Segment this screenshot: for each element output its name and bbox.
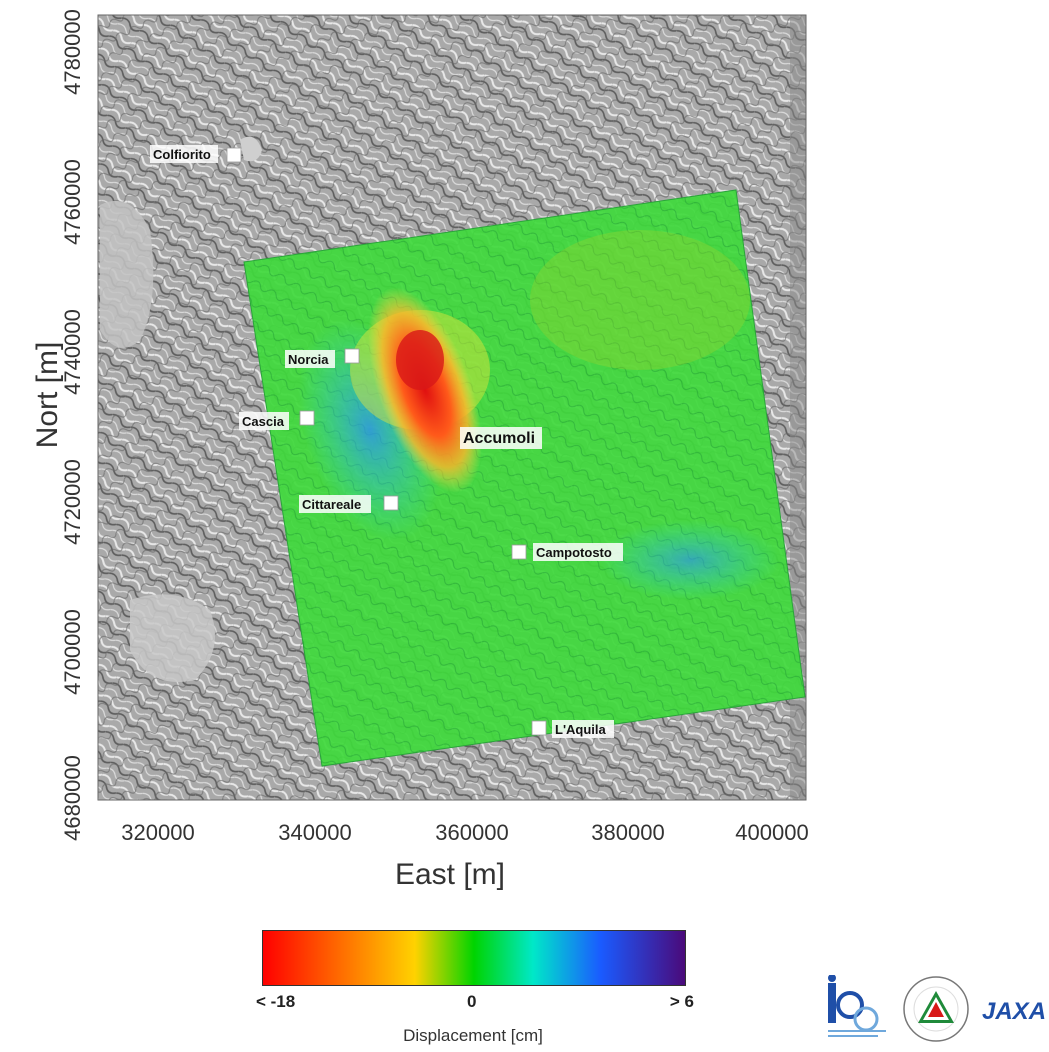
colorbar: < -18 0 > 6 Displacement [cm] <box>256 930 694 1045</box>
protezione-civile-logo <box>903 976 969 1042</box>
y-tick-label: 4720000 <box>60 459 85 545</box>
insar-overlay <box>243 189 806 767</box>
place-marker <box>511 544 527 560</box>
x-axis-ticks: 320000 340000 360000 380000 400000 <box>121 820 808 845</box>
y-axis-title: Nort [m] <box>31 341 64 449</box>
x-tick-label: 400000 <box>735 820 808 845</box>
colorbar-max-label: > 6 <box>669 992 694 1011</box>
place-label: L'Aquila <box>555 722 607 737</box>
place-marker <box>299 410 315 426</box>
y-axis-ticks: 4780000 4760000 4740000 4720000 4700000 … <box>60 9 85 841</box>
place-norcia: Norcia <box>285 348 360 368</box>
y-tick-label: 4760000 <box>60 159 85 245</box>
place-cittareale: Cittareale <box>299 495 399 513</box>
place-label: Colfiorito <box>153 147 211 162</box>
place-laquila: L'Aquila <box>531 720 614 738</box>
jaxa-logo: JAXA <box>982 998 1046 1025</box>
place-label: Accumoli <box>463 430 535 447</box>
colorbar-title: Displacement [cm] <box>403 1026 543 1045</box>
place-label: Campotosto <box>536 545 612 560</box>
svg-text:JAXA: JAXA <box>982 998 1046 1025</box>
place-accumoli: Accumoli <box>460 427 542 449</box>
irea-logo <box>828 974 886 1037</box>
logos: JAXA <box>826 974 1046 1045</box>
place-colfiorito: Colfiorito <box>150 145 242 163</box>
colorbar-min-label: < -18 <box>256 992 296 1011</box>
place-label: Cascia <box>242 414 285 429</box>
place-marker <box>344 348 360 364</box>
x-tick-label: 320000 <box>121 820 194 845</box>
place-campotosto: Campotosto <box>511 543 623 561</box>
colorbar-gradient <box>262 930 686 986</box>
colorbar-mid-label: 0 <box>467 992 477 1011</box>
place-marker <box>531 720 547 736</box>
displacement-map: 320000 340000 360000 380000 400000 47800… <box>60 9 809 845</box>
place-label: Cittareale <box>302 497 361 512</box>
y-tick-label: 4740000 <box>60 309 85 395</box>
x-tick-label: 380000 <box>591 820 664 845</box>
x-axis-title: East [m] <box>394 858 506 891</box>
y-tick-label: 4700000 <box>60 609 85 695</box>
x-tick-label: 360000 <box>435 820 508 845</box>
place-label: Norcia <box>288 352 329 367</box>
x-tick-label: 340000 <box>278 820 351 845</box>
y-tick-label: 4780000 <box>60 9 85 95</box>
place-marker <box>383 495 399 511</box>
y-tick-label: 4680000 <box>60 755 85 841</box>
place-cascia: Cascia <box>239 410 315 430</box>
place-marker <box>226 147 242 163</box>
map-frame <box>97 14 807 801</box>
